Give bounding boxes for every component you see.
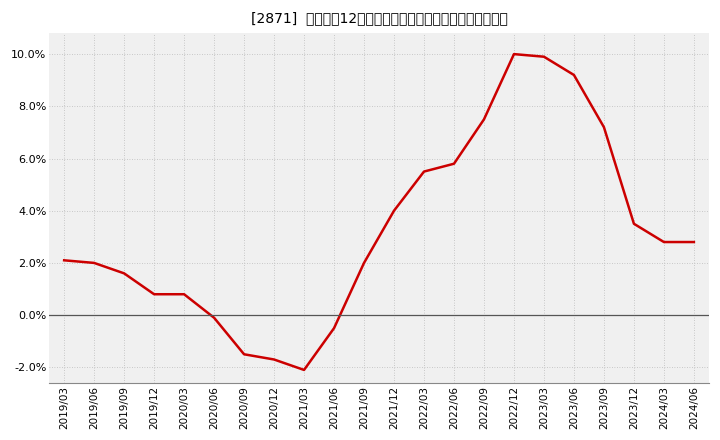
Title: [2871]  売上高の12か月移動合計の対前年同期増減率の推移: [2871] 売上高の12か月移動合計の対前年同期増減率の推移 xyxy=(251,11,508,25)
